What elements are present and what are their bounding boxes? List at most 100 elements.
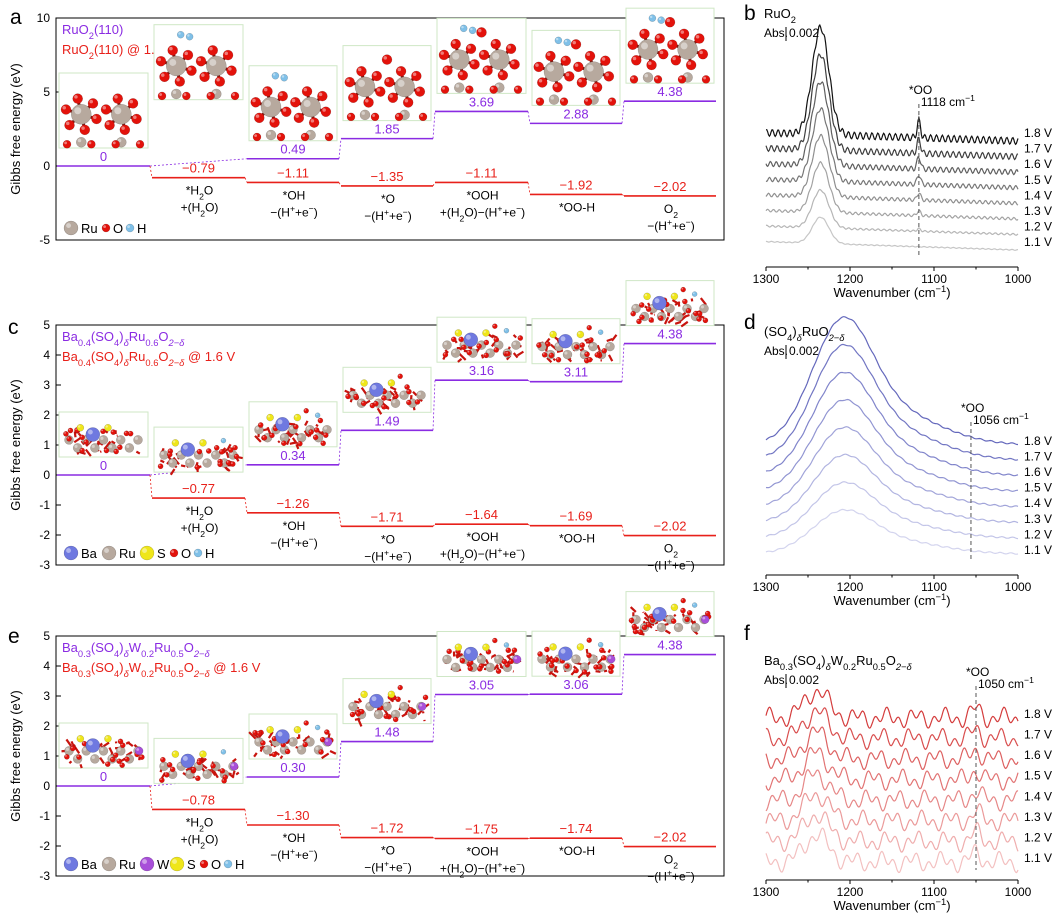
atom-highlight: [178, 763, 182, 767]
atom: [543, 61, 565, 82]
atom-highlight: [349, 392, 353, 396]
atom-highlight: [93, 115, 97, 119]
atom-highlight: [66, 859, 72, 864]
atom: [254, 112, 265, 124]
atom-highlight: [538, 78, 543, 83]
step-label: *OOH: [466, 188, 498, 202]
atom-highlight: [170, 767, 173, 770]
atom-highlight: [683, 305, 687, 309]
atom-highlight: [203, 459, 208, 463]
atom-highlight: [549, 663, 552, 666]
bond: [493, 663, 499, 671]
atom: [360, 690, 368, 699]
atom: [171, 439, 180, 447]
atom: [100, 428, 106, 435]
atom: [300, 132, 310, 142]
atom: [463, 646, 479, 662]
atom: [390, 398, 401, 408]
atom: [308, 117, 320, 128]
scale-bar-value: 0.002: [789, 673, 819, 687]
atom: [685, 307, 692, 314]
atom-highlight: [157, 57, 161, 62]
atom-highlight: [459, 71, 463, 76]
atom-highlight: [126, 444, 130, 448]
atom-highlight: [609, 98, 612, 102]
atom: [691, 602, 698, 608]
spectrum-line: [766, 23, 1019, 146]
atom: [324, 132, 334, 142]
structure-inset: [625, 591, 715, 638]
atom: [459, 24, 468, 33]
atom: [482, 329, 490, 337]
atom: [586, 637, 592, 643]
energy-value: −1.30: [277, 808, 310, 823]
atom-highlight: [460, 658, 463, 661]
bond: [545, 655, 553, 665]
bond: [674, 320, 682, 325]
atom-highlight: [164, 773, 167, 775]
atom-highlight: [578, 78, 582, 83]
atom-legend-label: Ru: [119, 857, 136, 872]
atom: [206, 91, 215, 101]
atom: [573, 61, 584, 73]
atom: [677, 75, 687, 84]
atom: [490, 38, 502, 50]
atom: [629, 75, 639, 84]
atom: [670, 618, 677, 624]
atom-highlight: [65, 747, 70, 751]
bond: [169, 468, 176, 476]
atom: [477, 665, 483, 672]
structure-inset: [342, 45, 432, 122]
atom: [638, 302, 645, 308]
step-label: +(H2O)−(H++e−): [440, 860, 525, 880]
atom-highlight: [169, 46, 173, 51]
atom: [185, 458, 195, 468]
atom: [493, 336, 500, 343]
atom-highlight: [306, 426, 310, 430]
atom-highlight: [695, 35, 700, 39]
atom-highlight: [383, 703, 387, 707]
atom: [670, 55, 682, 66]
atom-highlight: [606, 343, 610, 347]
step-label: *H2O: [186, 184, 213, 202]
atom: [182, 49, 194, 61]
scale-bar-label: Abs.: [764, 344, 788, 358]
energy-value: 3.11: [564, 365, 588, 380]
atom-highlight: [117, 759, 120, 762]
atom: [116, 758, 122, 765]
atom-highlight: [114, 449, 117, 452]
atom-highlight: [302, 134, 305, 137]
atom-highlight: [480, 51, 485, 55]
atom: [101, 223, 111, 233]
atom-highlight: [401, 111, 405, 115]
bond: [545, 345, 549, 352]
bond: [357, 719, 363, 727]
bond: [458, 352, 467, 361]
atom: [482, 65, 493, 76]
atom-highlight: [182, 756, 188, 761]
atom: [171, 750, 180, 758]
atom: [631, 623, 638, 630]
atom: [583, 61, 604, 82]
atom: [90, 443, 100, 453]
level-connector: [244, 498, 248, 513]
atom: [664, 16, 676, 28]
atom-highlight: [209, 58, 217, 66]
peak-label: *OO: [961, 401, 984, 415]
atom-highlight: [484, 340, 487, 343]
atom-highlight: [685, 617, 688, 620]
bond: [673, 613, 677, 618]
atom-highlight: [136, 748, 140, 751]
atom: [176, 30, 185, 39]
step-label: *OOH: [466, 845, 498, 859]
atom-highlight: [159, 93, 163, 96]
level-connector: [432, 837, 436, 839]
peak-label: *OO: [909, 83, 932, 97]
atom-highlight: [493, 638, 495, 641]
atom: [348, 701, 358, 712]
atom: [489, 85, 498, 94]
atom-highlight: [195, 550, 199, 553]
atom: [503, 327, 510, 334]
atom: [517, 335, 524, 341]
bond: [629, 606, 637, 613]
